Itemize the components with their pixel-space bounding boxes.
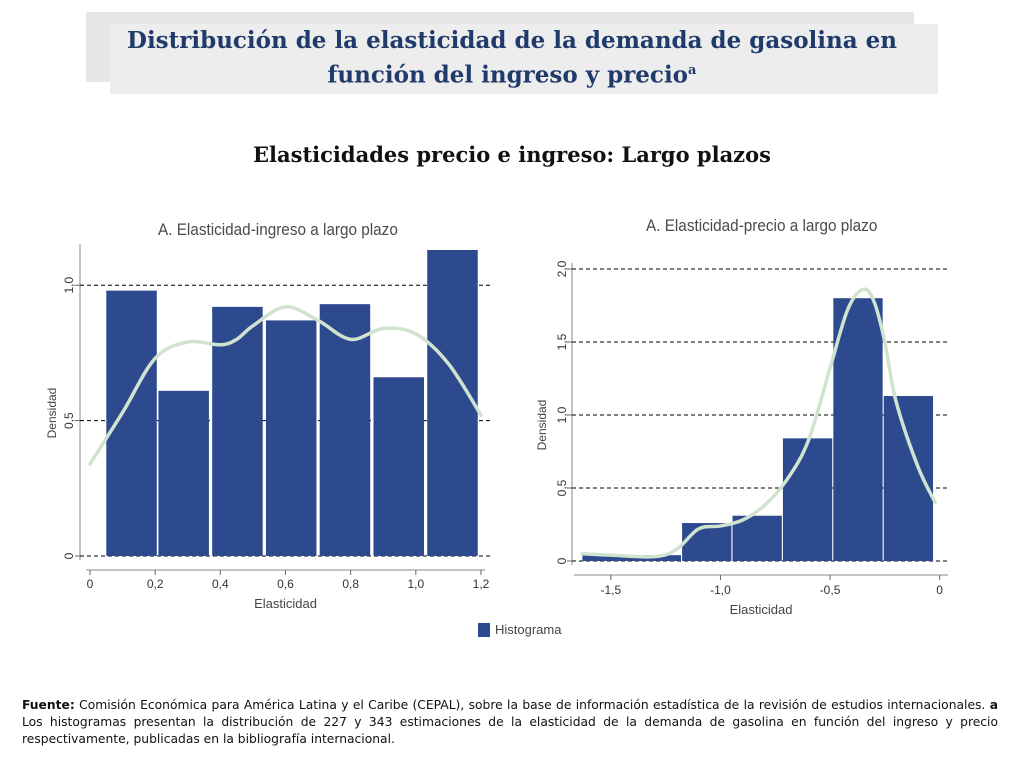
chart-0-y-tick-label: 1,0 (62, 277, 76, 294)
chart-1-histogram-bar (732, 515, 782, 561)
chart-1-group: 0 0,5 1,0 1,5 2,0 -1,5 -1,0 -0,5 0 Elasticidad Den… (535, 260, 948, 617)
chart-0-x-tick-label: 0 (87, 577, 94, 591)
chart-1-histogram-bar (782, 438, 833, 561)
chart-0-x-tick-label: 0,6 (277, 577, 294, 591)
chart-0-histogram-bar (158, 390, 209, 556)
chart-0-x-axis-title: Elasticidad (254, 596, 317, 611)
page-title: Distribución de la elasticidad de la dem… (86, 26, 938, 91)
chart-1-y-tick-label: 2,0 (555, 260, 569, 277)
footnote-text-1: Comisión Económica para América Latina y… (74, 698, 990, 712)
chart-0-histogram-bar (265, 320, 317, 556)
page-title-text: Distribución de la elasticidad de la dem… (127, 27, 897, 89)
chart-1-x-tick-label: 0 (936, 583, 943, 597)
chart-0-y-axis-title: Densidad (45, 388, 59, 439)
chart-1-x-axis-title: Elasticidad (730, 602, 793, 617)
chart-0-histogram-bar (373, 377, 424, 556)
chart-1-x-tick-label: -1,5 (601, 583, 622, 597)
chart-0-group: 0 0,5 1,0 0 0,2 0,4 0,6 0,8 1,0 1,2 Elasticidad Den… (45, 244, 490, 611)
chart-subtitle: Elasticidades precio e ingreso: Largo pl… (253, 142, 771, 167)
chart-1-y-axis-title: Densidad (535, 400, 549, 451)
footnote-label: Fuente: (22, 698, 75, 712)
page-title-superscript: a (688, 63, 697, 78)
chart-0-density-curve (88, 305, 483, 466)
chart-1-x-tick-label: -1,0 (710, 583, 731, 597)
chart-1-y-tick-label: 1,0 (555, 406, 569, 423)
chart-0-histogram-bar (427, 250, 478, 556)
legend: Histograma (478, 622, 561, 637)
charts-canvas: 0 0,5 1,0 0 0,2 0,4 0,6 0,8 1,0 1,2 Elasticidad Den… (45, 244, 948, 617)
chart-1-y-tick-label: 1,5 (555, 333, 569, 350)
legend-label-histogram: Histograma (495, 622, 562, 637)
chart-0-x-tick-label: 0,4 (212, 577, 229, 591)
chart-1-y-tick-label: 0 (555, 557, 569, 564)
chart-1-histogram-bar (883, 396, 934, 561)
title-background-shadow (110, 24, 938, 94)
legend-swatch-histogram (478, 622, 490, 637)
chart-1-x-tick-label: -0,5 (820, 583, 841, 597)
chart-0-x-tick-label: 1,0 (407, 577, 424, 591)
chart-1-histogram-bar (833, 298, 883, 561)
footnote-note-mark: a (989, 698, 998, 712)
footnote-text-2: Los histogramas presentan la distribució… (22, 715, 998, 746)
chart-1-density-curve (580, 287, 937, 559)
chart-1-histogram-bar (682, 523, 732, 561)
chart-0-y-tick-label: 0 (62, 552, 76, 559)
chart-0-histogram-bar (212, 306, 263, 556)
chart-income-title: A. Elasticidad-ingreso a largo plazo (158, 220, 398, 239)
chart-0-x-tick-label: 1,2 (473, 577, 490, 591)
chart-0-y-tick-label: 0,5 (62, 412, 76, 429)
chart-0-x-tick-label: 0,8 (342, 577, 359, 591)
chart-0-histogram-bar (319, 304, 371, 556)
chart-1-y-tick-label: 0,5 (555, 479, 569, 496)
source-footnote: Fuente: Comisión Económica para América … (22, 697, 998, 748)
chart-price-title: A. Elasticidad-precio a largo plazo (646, 216, 878, 235)
chart-0-x-tick-label: 0,2 (147, 577, 164, 591)
